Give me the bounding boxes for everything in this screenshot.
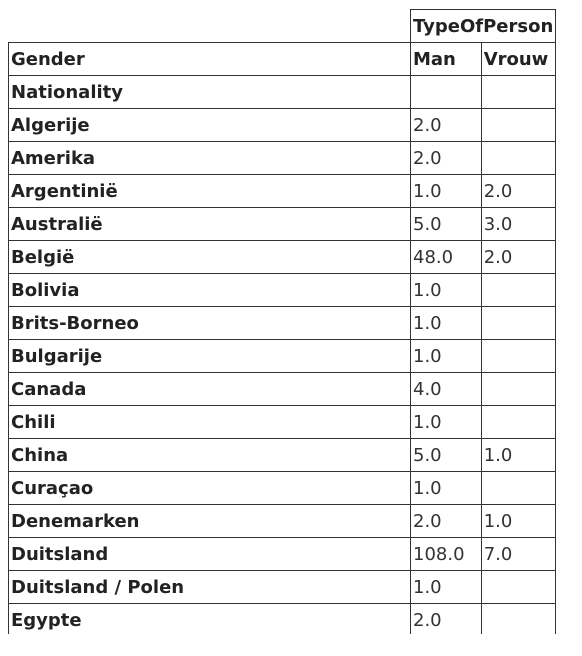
table-body: Algerije 2.0 Amerika 2.0 Argentinië 1.0 2.0 Aus… xyxy=(8,108,557,634)
pivot-table: TypeOfPerson Gender Man Vrouw Nationalit… xyxy=(8,9,557,634)
row-label: China xyxy=(8,438,411,472)
cell-man: 1.0 xyxy=(410,405,482,439)
index-label-blank-man xyxy=(410,75,482,109)
row-label: Canada xyxy=(8,372,411,406)
cell-vrouw: 1.0 xyxy=(480,504,557,538)
cell-man: 2.0 xyxy=(410,108,482,142)
cell-vrouw: 2.0 xyxy=(480,240,557,274)
row-label: Chili xyxy=(8,405,411,439)
table-viewport: TypeOfPerson Gender Man Vrouw Nationalit… xyxy=(8,9,557,634)
row-label: Denemarken xyxy=(8,504,411,538)
cell-man: 2.0 xyxy=(410,504,482,538)
table-row: Amerika 2.0 xyxy=(8,141,557,175)
table-row: Bulgarije 1.0 xyxy=(8,339,557,373)
table-row: Denemarken 2.0 1.0 xyxy=(8,504,557,538)
table-row: Chili 1.0 xyxy=(8,405,557,439)
table-row: Canada 4.0 xyxy=(8,372,557,406)
row-label: Egypte xyxy=(8,603,411,634)
table-row: Duitsland 108.0 7.0 xyxy=(8,537,557,571)
table-row: Argentinië 1.0 2.0 xyxy=(8,174,557,208)
cell-vrouw xyxy=(480,108,557,142)
cell-man: 4.0 xyxy=(410,372,482,406)
table-row: Egypte 2.0 xyxy=(8,603,557,634)
column-group-header: TypeOfPerson xyxy=(409,9,557,43)
table-row: Curaçao 1.0 xyxy=(8,471,557,505)
cell-man: 1.0 xyxy=(410,174,482,208)
row-label: Duitsland xyxy=(8,537,411,571)
cell-vrouw: 7.0 xyxy=(480,537,557,571)
row-index-label: Nationality xyxy=(8,75,411,109)
cell-man: 1.0 xyxy=(410,306,482,340)
cell-man: 1.0 xyxy=(410,570,482,604)
cell-man: 48.0 xyxy=(410,240,482,274)
cell-vrouw: 2.0 xyxy=(480,174,557,208)
cell-vrouw xyxy=(480,339,557,373)
column-header-man: Man xyxy=(410,42,482,76)
index-label-row: Nationality xyxy=(8,75,557,109)
row-label: België xyxy=(8,240,411,274)
cell-vrouw xyxy=(480,471,557,505)
cell-man: 5.0 xyxy=(410,207,482,241)
row-label: Brits-Borneo xyxy=(8,306,411,340)
cell-man: 2.0 xyxy=(410,141,482,175)
row-label: Bolivia xyxy=(8,273,411,307)
corner-blank-cell xyxy=(8,9,411,43)
row-label: Algerije xyxy=(8,108,411,142)
index-label-blank-vrouw xyxy=(480,75,557,109)
cell-vrouw xyxy=(480,306,557,340)
cell-man: 2.0 xyxy=(410,603,482,634)
cell-vrouw xyxy=(480,405,557,439)
cell-vrouw xyxy=(480,273,557,307)
row-label: Duitsland / Polen xyxy=(8,570,411,604)
table-row: België 48.0 2.0 xyxy=(8,240,557,274)
row-label: Australië xyxy=(8,207,411,241)
table-row: Bolivia 1.0 xyxy=(8,273,557,307)
table-row: China 5.0 1.0 xyxy=(8,438,557,472)
cell-vrouw xyxy=(480,603,557,634)
cell-man: 1.0 xyxy=(410,471,482,505)
table-row: Brits-Borneo 1.0 xyxy=(8,306,557,340)
table-row: Algerije 2.0 xyxy=(8,108,557,142)
table-row: Australië 5.0 3.0 xyxy=(8,207,557,241)
cell-man: 1.0 xyxy=(410,339,482,373)
row-dimension-label: Gender xyxy=(8,42,411,76)
cell-vrouw: 1.0 xyxy=(480,438,557,472)
cell-man: 108.0 xyxy=(410,537,482,571)
row-label: Curaçao xyxy=(8,471,411,505)
row-label: Argentinië xyxy=(8,174,411,208)
column-header-vrouw: Vrouw xyxy=(480,42,557,76)
row-label: Amerika xyxy=(8,141,411,175)
row-label: Bulgarije xyxy=(8,339,411,373)
cell-vrouw: 3.0 xyxy=(480,207,557,241)
column-group-header-row: TypeOfPerson xyxy=(8,9,557,43)
cell-man: 5.0 xyxy=(410,438,482,472)
cell-vrouw xyxy=(480,570,557,604)
cell-vrouw xyxy=(480,141,557,175)
cell-vrouw xyxy=(480,372,557,406)
table-row: Duitsland / Polen 1.0 xyxy=(8,570,557,604)
cell-man: 1.0 xyxy=(410,273,482,307)
column-header-row: Gender Man Vrouw xyxy=(8,42,557,76)
